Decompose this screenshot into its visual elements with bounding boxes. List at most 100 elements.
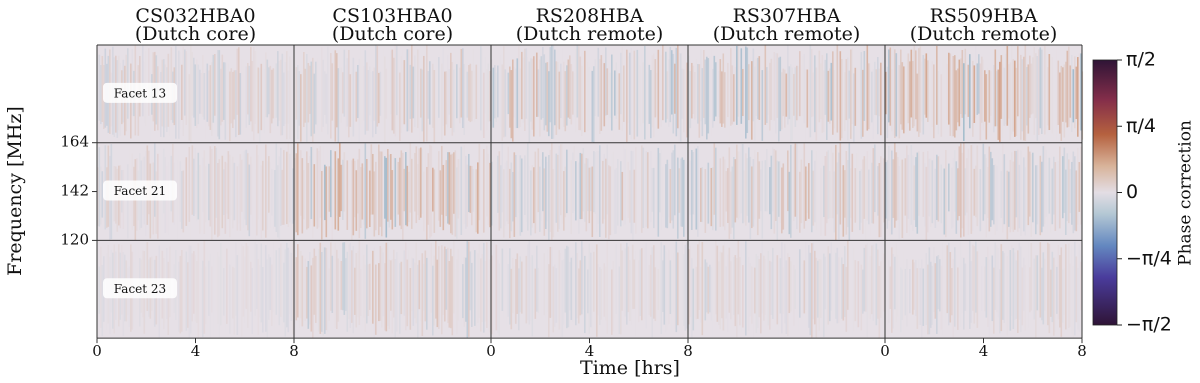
texture (236, 255, 239, 336)
texture (367, 69, 370, 131)
texture (665, 251, 667, 332)
texture (614, 247, 616, 319)
texture (805, 242, 807, 310)
texture (363, 168, 365, 225)
texture (392, 259, 394, 333)
texture (352, 158, 355, 236)
texture (833, 171, 836, 233)
texture (327, 46, 329, 135)
texture (569, 55, 571, 119)
texture (769, 167, 771, 215)
texture (473, 247, 475, 310)
texture (718, 261, 720, 325)
texture (224, 161, 227, 234)
texture (751, 61, 753, 140)
texture (778, 57, 780, 142)
texture (631, 48, 633, 140)
texture (542, 46, 544, 119)
texture (457, 158, 460, 219)
texture (515, 259, 517, 324)
texture (283, 262, 285, 323)
texture (961, 152, 964, 229)
texture (812, 242, 815, 320)
texture (704, 169, 707, 233)
texture (506, 241, 508, 327)
texture (325, 73, 328, 124)
texture (523, 256, 525, 329)
texture (692, 65, 695, 114)
texture (539, 166, 541, 232)
texture (394, 158, 397, 227)
texture (322, 59, 325, 127)
texture (518, 172, 520, 214)
texture (403, 60, 406, 125)
texture (374, 248, 376, 338)
texture (203, 72, 206, 120)
texture (427, 153, 430, 225)
texture (922, 268, 925, 326)
texture (303, 52, 305, 128)
texture (1080, 146, 1082, 225)
texture (700, 267, 702, 323)
texture (309, 65, 311, 114)
texture (234, 268, 236, 335)
texture (1059, 146, 1061, 229)
texture (385, 242, 388, 332)
texture (754, 66, 756, 141)
texture (516, 253, 519, 314)
texture (666, 71, 669, 119)
texture (221, 155, 224, 229)
texture (548, 155, 550, 240)
texture (742, 265, 744, 328)
texture (224, 62, 227, 140)
texture (933, 64, 935, 139)
texture (862, 159, 864, 234)
texture (212, 54, 215, 123)
texture (233, 162, 236, 221)
texture (482, 48, 484, 136)
texture (507, 146, 510, 225)
texture (551, 247, 553, 317)
texture (620, 161, 622, 227)
texture (842, 165, 845, 237)
texture (976, 145, 979, 227)
texture (715, 62, 717, 117)
texture (340, 260, 343, 310)
texture (860, 52, 863, 139)
texture (872, 148, 875, 224)
texture (1072, 69, 1075, 123)
texture (865, 244, 867, 312)
texture (885, 71, 887, 115)
texture (711, 267, 713, 321)
texture (400, 261, 403, 315)
texture (448, 260, 451, 328)
texture (572, 153, 574, 213)
texture (824, 156, 827, 236)
texture (975, 165, 977, 218)
texture (167, 261, 170, 336)
texture (281, 169, 284, 225)
texture (448, 69, 451, 115)
texture (793, 265, 795, 326)
x-tick-label: 4 (191, 342, 201, 360)
texture (155, 171, 158, 234)
texture (228, 63, 230, 124)
texture (255, 51, 257, 124)
texture (883, 158, 885, 223)
texture (184, 261, 186, 310)
texture (233, 70, 236, 120)
texture (997, 69, 1000, 140)
texture (1005, 169, 1007, 217)
texture (331, 63, 334, 121)
texture (390, 260, 392, 311)
texture (798, 66, 800, 116)
texture (940, 164, 943, 224)
texture (874, 144, 876, 213)
texture (578, 268, 580, 324)
panel-bg (491, 45, 688, 143)
texture (1041, 267, 1043, 321)
panel-bg (294, 45, 491, 143)
texture (717, 159, 719, 221)
texture (324, 247, 326, 334)
texture (925, 53, 928, 118)
